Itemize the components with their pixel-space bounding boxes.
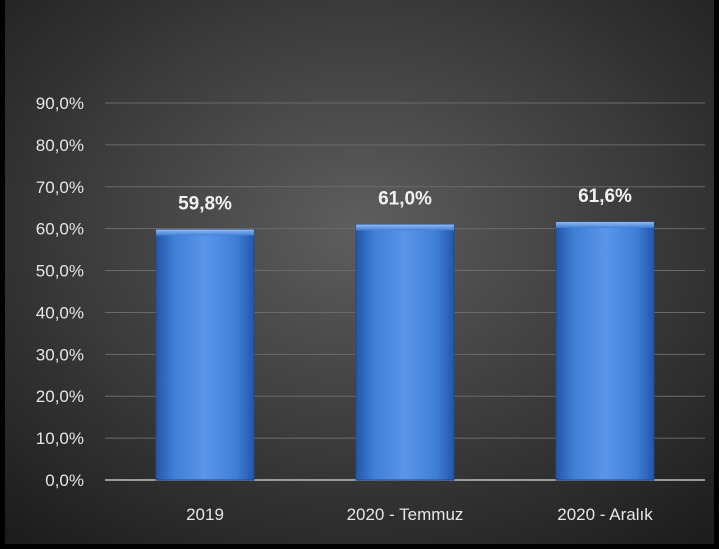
data-label: 61,0%: [378, 188, 432, 209]
data-label: 59,8%: [178, 194, 232, 215]
y-tick-label: 30,0%: [36, 345, 84, 364]
y-tick-label: 50,0%: [36, 262, 84, 281]
labels: 0,0% 10,0% 20,0% 30,0% 40,0% 50,0% 60,0% 70,0% 8…: [36, 94, 653, 524]
bar: [155, 229, 255, 481]
y-tick-label: 20,0%: [36, 387, 84, 406]
x-category-label: 2020 - Temmuz: [347, 505, 464, 524]
x-category-label: 2020 - Aralık: [557, 505, 653, 524]
x-category-label: 2019: [186, 505, 224, 524]
bar: [355, 223, 455, 481]
y-tick-label: 90,0%: [36, 94, 84, 113]
bars: [155, 221, 655, 481]
y-tick-label: 60,0%: [36, 220, 84, 239]
y-tick-label: 70,0%: [36, 178, 84, 197]
bar-top-highlight: [356, 224, 454, 231]
bar-top-highlight: [156, 229, 254, 236]
bar-top-highlight: [556, 221, 654, 228]
y-tick-label: 80,0%: [36, 136, 84, 155]
y-tick-label: 0,0%: [45, 471, 84, 490]
data-label: 61,6%: [578, 186, 632, 207]
y-tick-label: 10,0%: [36, 429, 84, 448]
y-tick-label: 40,0%: [36, 303, 84, 322]
bar: [555, 221, 655, 481]
